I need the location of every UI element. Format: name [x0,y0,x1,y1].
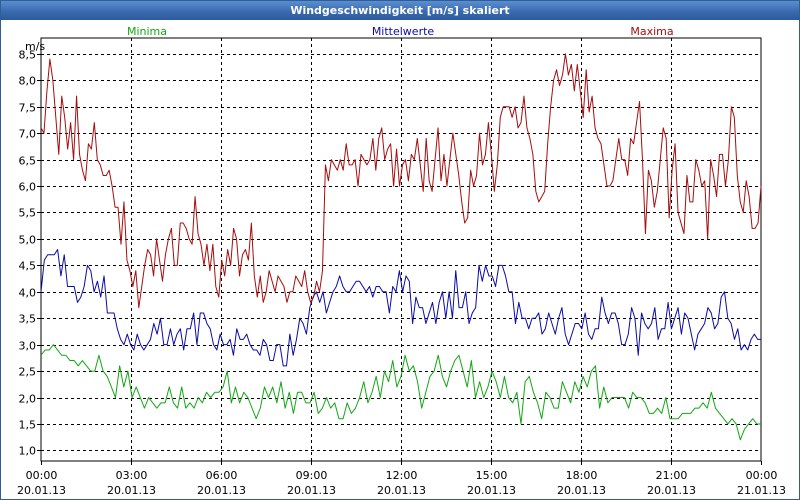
y-tick-label: 4,0 [19,287,37,300]
legend-minima: Minima [127,25,167,38]
legend-mittelwerte: Mittelwerte [372,25,435,38]
x-tick-time-label: 18:00 [566,469,598,482]
x-tick-time-label: 09:00 [296,469,328,482]
y-tick-label: 7,5 [19,102,37,115]
x-tick-time-label: 12:00 [386,469,418,482]
y-tick-label: 6,5 [19,155,37,168]
x-tick-time-label: 21:00 [656,469,688,482]
y-tick-label: 5,5 [19,207,37,220]
y-tick-label: 3,0 [19,340,37,353]
x-tick-date-label: 20.01.13 [647,484,696,497]
y-tick-label: 8,0 [19,75,37,88]
window-title: Windgeschwindigkeit [m/s] skaliert [1,1,799,20]
legend-maxima: Maxima [630,25,673,38]
series-line-min [40,344,761,441]
y-tick-label: 5,0 [19,234,37,247]
y-tick-label: 7,0 [19,128,37,141]
x-tick-time-label: 03:00 [116,469,148,482]
y-tick-label: 3,5 [19,313,37,326]
x-tick-date-label: 20.01.13 [557,484,606,497]
y-tick-label: 1,0 [19,445,37,458]
legend: Minima Mittelwerte Maxima [127,25,674,38]
y-tick-label: 2,5 [19,366,37,379]
y-tick-label: 6,0 [19,181,37,194]
x-tick-time-label: 00:00 [746,469,778,482]
x-tick-date-label: 20.01.13 [107,484,156,497]
y-tick-label: 4,5 [19,260,37,273]
y-tick-label: 8,5 [19,49,37,62]
x-tick-time-label: 15:00 [476,469,508,482]
x-tick-date-label: 20.01.13 [17,484,66,497]
x-tick-date-label: 20.01.13 [377,484,426,497]
x-tick-date-label: 20.01.13 [467,484,516,497]
x-axis: 00:00 20.01.13 03:00 20.01.13 06:00 20.01.13 0… [17,461,786,497]
x-tick-date-label: 20.01.13 [287,484,336,497]
y-axis-label: m/s [25,40,45,53]
y-axis: m/s 1,0 1,5 2,0 2,5 3,0 3,5 4,0 4,5 5,0 5,5 6,0 6,5… [19,40,46,458]
series-line-mean [40,249,761,367]
y-tick-label: 1,5 [19,419,37,432]
y-tick-label: 2,0 [19,393,37,406]
x-tick-time-label: 06:00 [206,469,238,482]
x-tick-time-label: 00:00 [26,469,58,482]
series-line-max [40,53,762,309]
x-tick-date-label: 21.01.13 [737,484,786,497]
data-series [40,53,762,441]
x-tick-date-label: 20.01.13 [197,484,246,497]
